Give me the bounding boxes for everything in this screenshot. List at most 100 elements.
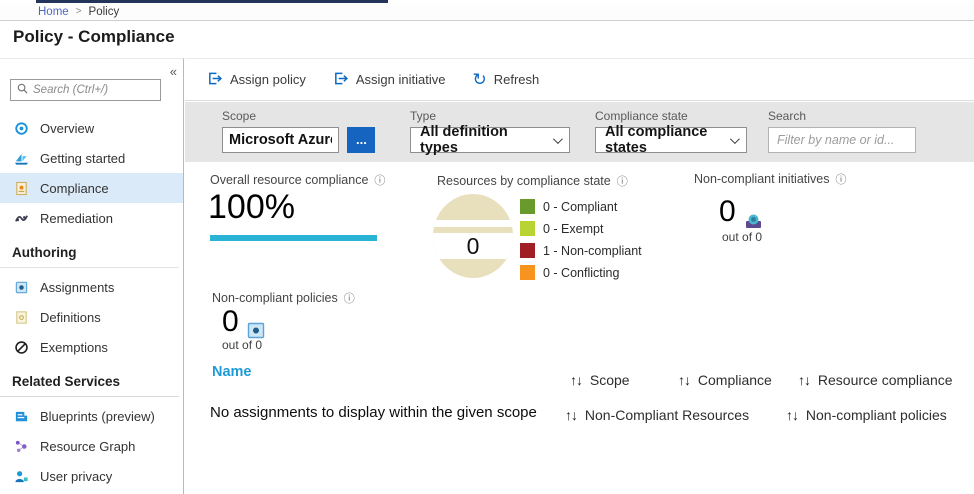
initiative-icon xyxy=(744,203,763,237)
type-filter: Type All definition types xyxy=(410,109,570,156)
non-compliant-initiatives-value: 0 xyxy=(719,195,736,228)
sidebar-item-blueprints[interactable]: Blueprints (preview) xyxy=(0,401,183,431)
sidebar-item-user-privacy[interactable]: User privacy xyxy=(0,461,183,491)
compliance-state-dropdown-value: All compliance states xyxy=(605,124,708,156)
exemptions-icon xyxy=(13,339,29,355)
column-header-label: Non-compliant policies xyxy=(805,407,947,423)
non-compliant-initiatives-title-text: Non-compliant initiatives xyxy=(694,172,830,186)
legend-swatch xyxy=(520,265,535,280)
search-label: Search xyxy=(768,109,807,123)
assign-initiative-label: Assign initiative xyxy=(355,72,446,87)
column-header-non-compliant-resources[interactable]: ↑↓ Non-Compliant Resources xyxy=(565,407,749,423)
scope-input[interactable] xyxy=(222,127,339,153)
sort-icon: ↑↓ xyxy=(786,407,799,423)
breadcrumb-current: Policy xyxy=(88,5,120,18)
getting-started-icon xyxy=(13,150,29,166)
sidebar-item-compliance[interactable]: Compliance xyxy=(0,173,183,203)
search-icon xyxy=(17,81,28,99)
assign-icon xyxy=(207,71,223,89)
assign-initiative-button[interactable]: Assign initiative xyxy=(333,71,446,89)
sort-icon: ↑↓ xyxy=(570,372,583,388)
sidebar-item-label: Exemptions xyxy=(40,339,108,355)
column-header-label: Compliance xyxy=(697,372,772,388)
initiatives-out-of: out of 0 xyxy=(722,230,763,244)
scope-browse-button[interactable]: ... xyxy=(347,127,376,153)
legend-label: 0 - Compliant xyxy=(543,199,618,214)
donut-stripe xyxy=(433,220,513,227)
sidebar-search[interactable] xyxy=(10,79,161,101)
overall-compliance-title-text: Overall resource compliance xyxy=(210,173,369,187)
assign-policy-button[interactable]: Assign policy xyxy=(207,71,306,89)
compliance-state-label: Compliance state xyxy=(595,109,688,123)
refresh-button[interactable]: ↻ Refresh xyxy=(472,69,539,89)
resource-graph-icon xyxy=(13,438,29,454)
sidebar-item-label: Overview xyxy=(40,120,95,136)
sidebar-item-label: Assignments xyxy=(40,279,115,295)
legend-item-compliant: 0 - Compliant xyxy=(520,199,642,214)
non-compliant-policies-title-text: Non-compliant policies xyxy=(212,291,338,305)
legend-swatch xyxy=(520,243,535,258)
sidebar-item-getting-started[interactable]: Getting started xyxy=(0,143,183,173)
blueprints-icon xyxy=(13,408,29,424)
refresh-icon: ↻ xyxy=(472,69,487,89)
empty-table-message: No assignments to display within the giv… xyxy=(210,404,537,421)
overall-compliance-value: 100% xyxy=(208,188,295,226)
page-title: Policy - Compliance xyxy=(13,27,175,46)
assign-icon xyxy=(333,71,349,89)
legend-item-non-compliant: 1 - Non-compliant xyxy=(520,243,642,258)
non-compliant-initiatives-title: Non-compliant initiatives ⓘ xyxy=(694,171,846,187)
legend-swatch xyxy=(520,199,535,214)
section-header-authoring: Authoring xyxy=(0,233,179,268)
policy-icon xyxy=(247,313,265,347)
chevron-down-icon xyxy=(729,133,740,144)
sidebar-item-label: Compliance xyxy=(40,180,109,196)
sidebar-search-input[interactable] xyxy=(33,84,154,96)
section-header-related-services: Related Services xyxy=(0,362,179,397)
overview-icon xyxy=(13,120,29,136)
donut-legend: 0 - Compliant 0 - Exempt 1 - Non-complia… xyxy=(520,199,642,287)
assign-policy-label: Assign policy xyxy=(230,72,306,87)
remediation-icon xyxy=(13,210,29,226)
user-privacy-icon xyxy=(13,468,29,484)
sidebar-item-label: Getting started xyxy=(40,150,126,166)
column-header-resource-compliance[interactable]: ↑↓ Resource compliance xyxy=(798,372,953,388)
info-icon[interactable]: ⓘ xyxy=(616,176,628,188)
info-icon[interactable]: ⓘ xyxy=(374,175,386,187)
column-header-scope[interactable]: ↑↓ Scope xyxy=(570,372,630,388)
legend-label: 0 - Conflicting xyxy=(543,265,620,280)
breadcrumb-home-link[interactable]: Home xyxy=(38,5,69,18)
type-label: Type xyxy=(410,109,437,123)
sidebar-item-exemptions[interactable]: Exemptions xyxy=(0,332,183,362)
sidebar-item-definitions[interactable]: Definitions xyxy=(0,302,183,332)
info-icon[interactable]: ⓘ xyxy=(835,174,847,186)
sidebar-item-overview[interactable]: Overview xyxy=(0,113,183,143)
column-header-non-compliant-policies[interactable]: ↑↓ Non-compliant policies xyxy=(786,407,947,423)
compliance-state-filter: Compliance state All compliance states xyxy=(595,109,747,156)
sort-icon: ↑↓ xyxy=(678,372,691,388)
compliance-icon xyxy=(13,180,29,196)
sidebar-item-label: Definitions xyxy=(40,309,101,325)
filter-search-input[interactable] xyxy=(768,127,916,153)
scope-label: Scope xyxy=(222,109,257,123)
sidebar-item-label: User privacy xyxy=(40,468,113,484)
sidebar-nav: Overview Getting started Compliance Reme… xyxy=(0,113,183,491)
type-dropdown[interactable]: All definition types xyxy=(410,124,570,156)
column-header-name[interactable]: Name xyxy=(212,364,252,380)
sidebar-collapse-icon[interactable]: « xyxy=(169,64,177,79)
info-icon[interactable]: ⓘ xyxy=(343,293,355,305)
sidebar-item-assignments[interactable]: Assignments xyxy=(0,272,183,302)
legend-label: 1 - Non-compliant xyxy=(543,243,642,258)
compliance-state-dropdown[interactable]: All compliance states xyxy=(595,124,747,156)
sidebar: « Overview Getting started xyxy=(0,58,184,494)
column-header-compliance[interactable]: ↑↓ Compliance xyxy=(678,372,772,388)
legend-label: 0 - Exempt xyxy=(543,221,604,236)
column-header-label: Resource compliance xyxy=(817,372,953,388)
compliance-donut-chart: 0 xyxy=(433,194,513,278)
top-nav-remnant xyxy=(36,0,388,3)
overall-compliance-title: Overall resource compliance ⓘ xyxy=(210,172,385,188)
search-filter: Search xyxy=(768,109,916,153)
assignments-icon xyxy=(13,279,29,295)
sidebar-item-remediation[interactable]: Remediation xyxy=(0,203,183,233)
sidebar-item-resource-graph[interactable]: Resource Graph xyxy=(0,431,183,461)
by-state-title-text: Resources by compliance state xyxy=(437,174,611,188)
